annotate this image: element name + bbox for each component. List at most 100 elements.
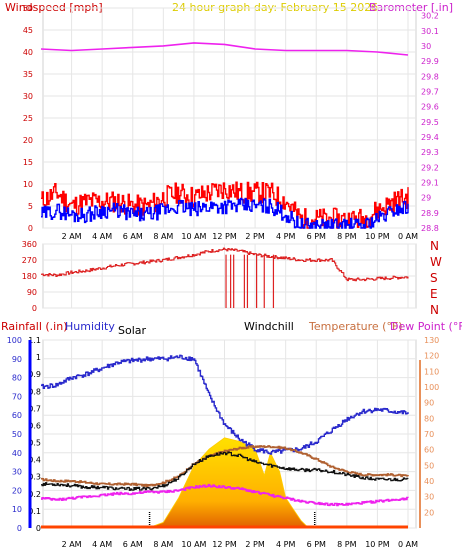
tick-label-temperature: 60 [424, 446, 434, 455]
rainfall-legend: Rainfall (.in) [1, 320, 68, 333]
tick-label-temperature: 30 [424, 493, 434, 502]
tick-label-rainfall: 0.2 [28, 490, 41, 499]
tick-label-time: 2 AM [62, 232, 82, 241]
tick-label-direction: 0 [32, 304, 37, 313]
tick-label-temperature: 100 [424, 383, 439, 392]
tick-label-time: 6 AM [123, 540, 143, 549]
tick-label-windspeed: 15 [23, 158, 33, 167]
tick-label-rainfall: 0.4 [28, 456, 41, 465]
tick-label-humidity: 10 [12, 505, 22, 514]
tick-label-rainfall: 0.8 [28, 387, 41, 396]
tick-label-barometer: 29.8 [421, 72, 439, 81]
tick-label-rainfall: 0.6 [28, 421, 41, 430]
compass-label: N [430, 239, 439, 253]
tick-label-windspeed: 35 [23, 70, 33, 79]
tick-label-time: 8 AM [153, 232, 173, 241]
tick-label-barometer: 29.9 [421, 57, 439, 66]
tick-label-temperature: 80 [424, 414, 434, 423]
series-wind-direction [41, 247, 409, 282]
tick-label-time: 4 PM [276, 540, 295, 549]
tick-label-barometer: 30.2 [421, 12, 439, 21]
tick-label-windspeed: 0 [28, 224, 33, 233]
compass-label: S [430, 271, 438, 285]
tick-label-temperature: 120 [424, 352, 439, 361]
tick-label-time: 12 PM [212, 232, 237, 241]
tick-label-direction: 360 [22, 240, 37, 249]
tick-label-rainfall: 0.3 [28, 473, 41, 482]
tick-label-time: 6 PM [307, 540, 326, 549]
tick-label-rainfall: 0 [36, 524, 41, 533]
series-dewpoint [41, 483, 409, 507]
compass-label: E [430, 287, 438, 301]
tick-label-time: 6 PM [307, 232, 326, 241]
tick-label-temperature: 90 [424, 399, 434, 408]
tick-label-time: 4 AM [92, 540, 112, 549]
tick-label-temperature: 110 [424, 367, 439, 376]
tick-label-windspeed: 5 [28, 202, 33, 211]
tick-label-rainfall: 0.1 [28, 507, 41, 516]
tick-label-barometer: 29.7 [421, 87, 439, 96]
tick-label-time: 0 AM [398, 540, 418, 549]
tick-label-humidity: 0 [17, 524, 22, 533]
humidity-legend: Humidity [65, 320, 115, 333]
tick-label-humidity: 90 [12, 355, 22, 364]
dewpoint-legend: Dew Point (°F) [390, 320, 462, 333]
tick-label-time: 10 PM [365, 540, 390, 549]
tick-label-barometer: 29.1 [421, 178, 439, 187]
compass-label: W [430, 255, 442, 269]
tick-label-windspeed: 10 [23, 180, 33, 189]
tick-label-direction: 180 [22, 272, 37, 281]
tick-label-windspeed: 45 [23, 26, 33, 35]
tick-label-time: 10 AM [181, 232, 206, 241]
tick-label-time: 10 AM [181, 540, 206, 549]
tick-label-humidity: 40 [12, 449, 22, 458]
tick-label-temperature: 40 [424, 477, 434, 486]
tick-label-time: 10 PM [365, 232, 390, 241]
tick-label-time: 6 AM [123, 232, 143, 241]
tick-label-direction: 90 [27, 288, 37, 297]
tick-label-barometer: 30.1 [421, 27, 439, 36]
tick-label-barometer: 29.2 [421, 163, 439, 172]
tick-label-barometer: 29.5 [421, 118, 439, 127]
tick-label-humidity: 60 [12, 411, 22, 420]
windchill-legend: Windchill [244, 320, 294, 333]
solar-legend: Solar [118, 324, 147, 337]
series-wind-average [41, 197, 409, 229]
tick-label-humidity: 80 [12, 374, 22, 383]
tick-label-rainfall: 1 [36, 353, 41, 362]
compass-label: N [430, 303, 439, 317]
tick-label-time: 2 PM [245, 232, 264, 241]
tick-label-humidity: 50 [12, 430, 22, 439]
tick-label-temperature: 20 [424, 508, 434, 517]
series-windchill [41, 451, 409, 491]
tick-label-time: 8 PM [337, 232, 356, 241]
tick-label-rainfall: 0.5 [28, 439, 41, 448]
tick-label-humidity: 20 [12, 486, 22, 495]
tick-label-windspeed: 25 [23, 114, 33, 123]
tick-label-rainfall: 0.7 [28, 404, 41, 413]
tick-label-barometer: 29.6 [421, 103, 439, 112]
series-barometer [40, 42, 409, 56]
tick-label-time: 4 AM [92, 232, 112, 241]
tick-label-rainfall: 1.1 [28, 336, 41, 345]
tick-label-time: 8 PM [337, 540, 356, 549]
tick-label-rainfall: 0.9 [28, 370, 41, 379]
tick-label-humidity: 100 [7, 336, 22, 345]
tick-label-humidity: 70 [12, 392, 22, 401]
tick-label-humidity: 30 [12, 468, 22, 477]
tick-label-barometer: 29 [421, 194, 431, 203]
tick-label-time: 2 AM [62, 540, 82, 549]
tick-label-barometer: 28.8 [421, 224, 439, 233]
tick-label-barometer: 29.4 [421, 133, 439, 142]
tick-label-windspeed: 40 [23, 48, 33, 57]
tick-label-time: 12 PM [212, 540, 237, 549]
tick-label-time: 0 AM [398, 232, 418, 241]
tick-label-time: 2 PM [245, 540, 264, 549]
tick-label-barometer: 29.3 [421, 148, 439, 157]
tick-label-direction: 270 [22, 256, 37, 265]
tick-label-barometer: 30 [421, 42, 431, 51]
tick-label-windspeed: 20 [23, 136, 33, 145]
tick-label-windspeed: 50 [23, 4, 33, 13]
